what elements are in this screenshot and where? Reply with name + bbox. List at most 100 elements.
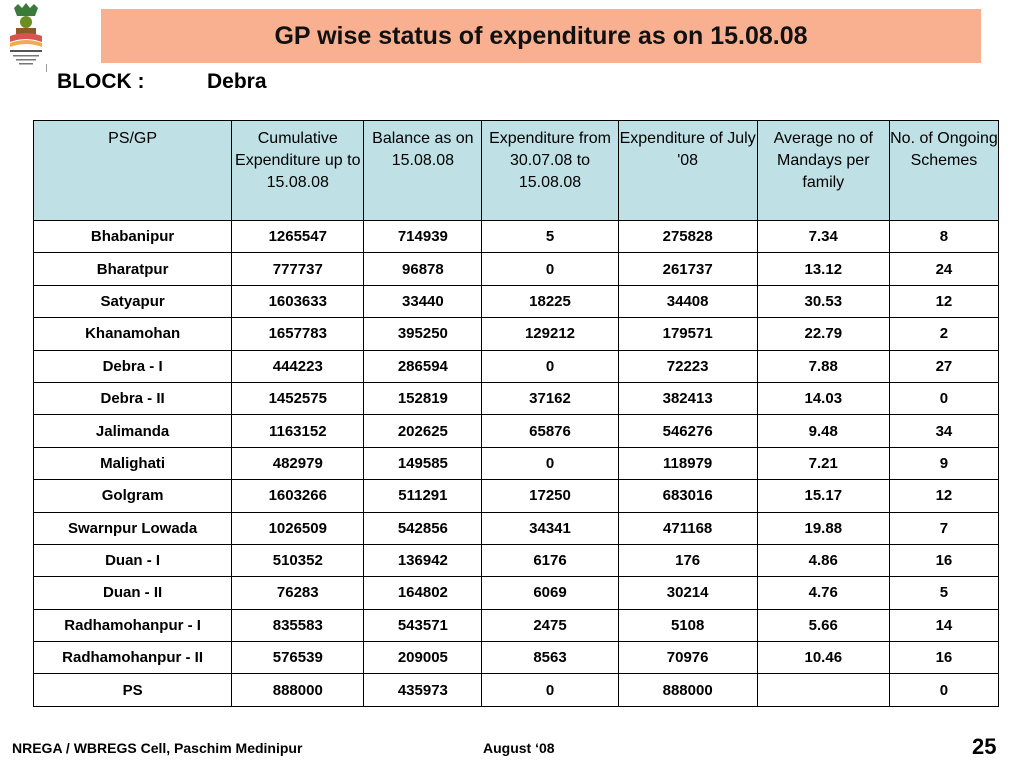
title-banner: GP wise status of expenditure as on 15.0… (101, 9, 981, 63)
gp-name-cell: Debra - I (32, 349, 233, 383)
july-expenditure-cell: 382413 (617, 381, 758, 416)
period-expenditure-cell: 0 (481, 252, 619, 286)
table-row: Khanamohan 1657783 395250 129212 179571 22.79… (32, 317, 1000, 351)
ongoing-schemes-cell: 24 (888, 252, 1000, 286)
footer-date: August ‘08 (483, 740, 555, 756)
period-expenditure-cell: 34341 (481, 511, 619, 545)
avg-mandays-cell: 4.76 (756, 576, 890, 610)
balance-cell: 511291 (363, 479, 483, 513)
column-header-expenditure-july: Expenditure of July '08 (617, 120, 758, 221)
july-expenditure-cell: 176 (617, 543, 758, 578)
logo-divider (46, 64, 47, 72)
period-expenditure-cell: 0 (481, 349, 619, 383)
cumulative-expenditure-cell: 1657783 (231, 317, 365, 351)
balance-cell: 395250 (363, 317, 483, 351)
july-expenditure-cell: 888000 (617, 673, 758, 707)
gp-name-cell: Radhamohanpur - II (32, 641, 233, 675)
column-header-ongoing-schemes: No. of Ongoing Schemes (888, 120, 1000, 221)
ongoing-schemes-cell: 2 (888, 317, 1000, 351)
ongoing-schemes-cell: 7 (888, 511, 1000, 545)
table-row: Radhamohanpur - I 835583 543571 2475 5108 5.6… (32, 608, 1000, 643)
balance-cell: 543571 (363, 608, 483, 643)
july-expenditure-cell: 30214 (617, 576, 758, 610)
ongoing-schemes-cell: 27 (888, 349, 1000, 383)
ongoing-schemes-cell: 12 (888, 479, 1000, 513)
ongoing-schemes-cell: 5 (888, 576, 1000, 610)
gp-name-cell: Golgram (32, 479, 233, 513)
gp-name-cell: Malighati (32, 446, 233, 481)
avg-mandays-cell: 7.34 (756, 219, 890, 254)
table-row: Duan - I 510352 136942 6176 176 4.86 16 (32, 543, 1000, 578)
period-expenditure-cell: 129212 (481, 317, 619, 351)
avg-mandays-cell: 13.12 (756, 252, 890, 286)
avg-mandays-cell: 19.88 (756, 511, 890, 545)
balance-cell: 435973 (363, 673, 483, 707)
cumulative-expenditure-cell: 510352 (231, 543, 365, 578)
ongoing-schemes-cell: 0 (888, 673, 1000, 707)
period-expenditure-cell: 0 (481, 673, 619, 707)
avg-mandays-cell: 10.46 (756, 641, 890, 675)
july-expenditure-cell: 118979 (617, 446, 758, 481)
period-expenditure-cell: 2475 (481, 608, 619, 643)
table-row: Debra - II 1452575 152819 37162 382413 14.03 0 (32, 381, 1000, 416)
ongoing-schemes-cell: 14 (888, 608, 1000, 643)
expenditure-table: PS/GP Cumulative Expenditure up to 15.08… (32, 120, 1000, 707)
avg-mandays-cell: 30.53 (756, 284, 890, 319)
block-heading: BLOCK : Debra (57, 70, 267, 94)
footer-organization: NREGA / WBREGS Cell, Paschim Medinipur (12, 740, 303, 756)
cumulative-expenditure-cell: 576539 (231, 641, 365, 675)
block-label: BLOCK : (57, 70, 145, 93)
gp-name-cell: Bhabanipur (32, 219, 233, 254)
cumulative-expenditure-cell: 1026509 (231, 511, 365, 545)
table-row: PS 888000 435973 0 888000 0 (32, 673, 1000, 707)
cumulative-expenditure-cell: 482979 (231, 446, 365, 481)
column-header-cumulative-expenditure: Cumulative Expenditure up to 15.08.08 (231, 120, 365, 221)
cumulative-expenditure-cell: 1163152 (231, 414, 365, 448)
slide-title: GP wise status of expenditure as on 15.0… (274, 21, 808, 50)
table-row: Radhamohanpur - II 576539 209005 8563 70976 1… (32, 641, 1000, 675)
cumulative-expenditure-cell: 777737 (231, 252, 365, 286)
july-expenditure-cell: 471168 (617, 511, 758, 545)
gp-name-cell: Swarnpur Lowada (32, 511, 233, 545)
cumulative-expenditure-cell: 76283 (231, 576, 365, 610)
column-header-avg-mandays: Average no of Mandays per family (756, 120, 890, 221)
gp-name-cell: Jalimanda (32, 414, 233, 448)
cumulative-expenditure-cell: 888000 (231, 673, 365, 707)
cumulative-expenditure-cell: 835583 (231, 608, 365, 643)
gp-name-cell: Satyapur (32, 284, 233, 319)
cumulative-expenditure-cell: 1603266 (231, 479, 365, 513)
table-body: Bhabanipur 1265547 714939 5 275828 7.34 8 Bhara… (32, 219, 1000, 707)
period-expenditure-cell: 8563 (481, 641, 619, 675)
ongoing-schemes-cell: 9 (888, 446, 1000, 481)
table-header-row: PS/GP Cumulative Expenditure up to 15.08… (32, 120, 1000, 221)
column-header-ps-gp: PS/GP (32, 120, 233, 221)
july-expenditure-cell: 179571 (617, 317, 758, 351)
avg-mandays-cell: 14.03 (756, 381, 890, 416)
period-expenditure-cell: 65876 (481, 414, 619, 448)
avg-mandays-cell: 9.48 (756, 414, 890, 448)
table-row: Bhabanipur 1265547 714939 5 275828 7.34 8 (32, 219, 1000, 254)
table-row: Debra - I 444223 286594 0 72223 7.88 27 (32, 349, 1000, 383)
balance-cell: 714939 (363, 219, 483, 254)
balance-cell: 149585 (363, 446, 483, 481)
july-expenditure-cell: 683016 (617, 479, 758, 513)
gp-name-cell: Duan - I (32, 543, 233, 578)
balance-cell: 96878 (363, 252, 483, 286)
july-expenditure-cell: 5108 (617, 608, 758, 643)
period-expenditure-cell: 37162 (481, 381, 619, 416)
period-expenditure-cell: 6069 (481, 576, 619, 610)
period-expenditure-cell: 18225 (481, 284, 619, 319)
avg-mandays-cell: 4.86 (756, 543, 890, 578)
column-header-balance: Balance as on 15.08.08 (363, 120, 483, 221)
balance-cell: 542856 (363, 511, 483, 545)
balance-cell: 286594 (363, 349, 483, 383)
table-row: Golgram 1603266 511291 17250 683016 15.17 12 (32, 479, 1000, 513)
ongoing-schemes-cell: 16 (888, 543, 1000, 578)
july-expenditure-cell: 275828 (617, 219, 758, 254)
period-expenditure-cell: 17250 (481, 479, 619, 513)
table-row: Satyapur 1603633 33440 18225 34408 30.53 12 (32, 284, 1000, 319)
gp-name-cell: Bharatpur (32, 252, 233, 286)
july-expenditure-cell: 546276 (617, 414, 758, 448)
column-header-expenditure-period: Expenditure from 30.07.08 to 15.08.08 (481, 120, 619, 221)
ongoing-schemes-cell: 34 (888, 414, 1000, 448)
